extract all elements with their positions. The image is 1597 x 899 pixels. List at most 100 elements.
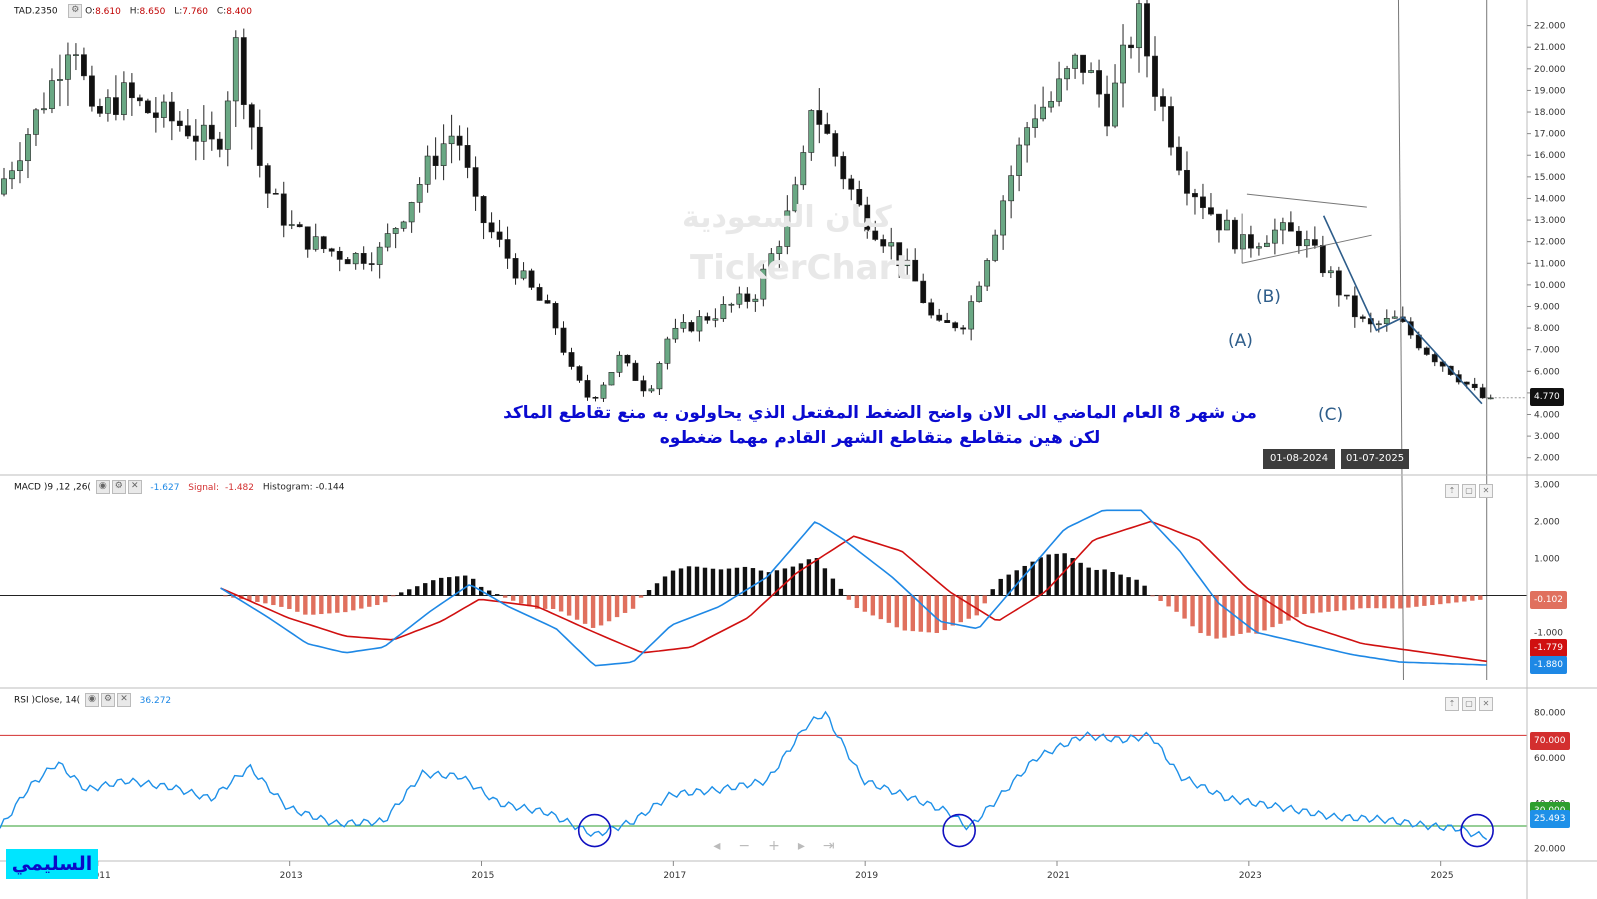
macd-histogram-bar — [790, 566, 796, 596]
move-up-icon[interactable]: ⇡ — [1445, 697, 1459, 711]
open-value: 8.610 — [95, 6, 121, 17]
macd-histogram-bar — [399, 592, 404, 596]
candle-body — [1016, 144, 1023, 176]
macd-histogram-bar — [646, 590, 652, 596]
candle-body — [168, 101, 175, 122]
close-icon[interactable]: ✕ — [127, 480, 142, 494]
eye-icon[interactable]: ◉ — [95, 480, 110, 494]
candle-body — [320, 236, 327, 250]
candlestick-series — [1, 0, 1494, 402]
macd-histogram-bar — [1062, 553, 1067, 596]
x-tick-label: 2025 — [1431, 871, 1454, 881]
macd-histogram-bar — [830, 578, 836, 596]
candle-body — [1240, 234, 1246, 250]
zoom-in-icon[interactable]: + — [768, 838, 798, 854]
macd-histogram-bar — [1230, 595, 1235, 636]
macd-histogram-bar — [1478, 595, 1483, 600]
candle-body — [632, 362, 639, 381]
macd-histogram-bar — [486, 590, 492, 596]
close-pane-icon[interactable]: ✕ — [1479, 697, 1493, 711]
macd-hist-badge: -0.102 — [1530, 591, 1568, 609]
macd-histogram-bar — [1246, 595, 1251, 633]
candle-body — [424, 155, 431, 185]
nav-end-icon[interactable]: ⇥ — [822, 838, 853, 854]
candle-body — [1176, 146, 1182, 171]
candle-body — [1311, 239, 1318, 246]
candle-body — [176, 120, 183, 126]
y-tick-label: 9.000 — [1534, 302, 1560, 312]
low-label: L: — [174, 6, 183, 17]
candle-body — [608, 372, 615, 386]
macd-histogram-bar — [926, 595, 931, 633]
candle-body — [408, 202, 415, 223]
macd-tick-label: -1.000 — [1534, 628, 1563, 638]
candle-body — [41, 108, 47, 111]
nav-left-icon[interactable]: ◂ — [713, 838, 739, 854]
candle-body — [760, 268, 767, 300]
candle-body — [1487, 397, 1494, 400]
macd-histogram-bar — [1414, 595, 1419, 607]
candle-body — [128, 82, 135, 99]
y-tick-label: 13.000 — [1534, 216, 1566, 226]
candle-body — [1200, 196, 1206, 208]
move-up-icon[interactable]: ⇡ — [1445, 484, 1459, 498]
macd-histogram-bar — [1318, 595, 1323, 613]
macd-histogram-bar — [1166, 595, 1171, 607]
candle-body — [1, 178, 7, 195]
candle-body — [280, 193, 287, 226]
macd-histogram-bar — [1310, 595, 1315, 614]
zoom-out-icon[interactable]: − — [738, 838, 769, 854]
candle-body — [120, 82, 127, 115]
macd-histogram-bar — [1374, 595, 1379, 609]
macd-histogram-bar — [526, 595, 532, 607]
candle-body — [57, 79, 63, 81]
candle-body — [496, 231, 503, 240]
macd-histogram-bar — [686, 566, 692, 596]
candle-body — [1064, 68, 1070, 80]
candle-body — [504, 239, 511, 259]
macd-histogram-bar — [502, 595, 508, 598]
macd-line — [220, 509, 1487, 667]
maximize-icon[interactable]: ▢ — [1462, 484, 1476, 498]
nav-right-icon[interactable]: ▸ — [797, 838, 823, 854]
macd-histogram-bar — [423, 583, 428, 596]
settings-icon[interactable]: ⚙ — [68, 4, 83, 18]
close-icon[interactable]: ✕ — [117, 693, 132, 707]
macd-histogram-bar — [878, 595, 884, 620]
macd-histogram-bar — [1046, 554, 1051, 596]
candle-body — [1303, 239, 1310, 247]
close-pane-icon[interactable]: ✕ — [1479, 484, 1493, 498]
candle-body — [368, 263, 375, 265]
candle-body — [744, 293, 751, 302]
macd-histogram-bar — [1342, 595, 1347, 611]
watermark-arabic: كيان السعودية — [682, 200, 892, 235]
macd-histogram-bar — [319, 595, 324, 615]
wave-label-c: (C) — [1318, 405, 1344, 425]
macd-histogram-bar — [982, 595, 987, 604]
macd-histogram-bar — [343, 595, 348, 613]
gear-icon[interactable]: ⚙ — [111, 480, 126, 494]
macd-header: MACD )9 ,12 ,26( ◉ ⚙ ✕ -1.627 Signal: -1.48… — [14, 480, 345, 494]
rsi-current-badge: 25.493 — [1530, 810, 1570, 828]
candle-body — [752, 298, 759, 302]
y-tick-label: 11.000 — [1534, 259, 1566, 269]
histogram-value: -0.144 — [315, 482, 345, 493]
macd-histogram-bar — [1190, 595, 1195, 627]
macd-histogram-bar — [1038, 557, 1043, 596]
macd-histogram-bar — [1086, 567, 1091, 596]
candle-body — [480, 196, 487, 224]
candle-body — [1423, 347, 1430, 355]
candle-body — [65, 54, 71, 80]
candle-body — [904, 259, 911, 267]
gear-icon[interactable]: ⚙ — [101, 693, 116, 707]
maximize-icon[interactable]: ▢ — [1462, 697, 1476, 711]
y-tick-label: 20.000 — [1534, 65, 1566, 75]
macd-histogram-bar — [1102, 569, 1107, 596]
macd-histogram-bar — [1270, 595, 1275, 628]
macd-histogram-bar — [950, 595, 955, 626]
rsi-upper-badge: 70.000 — [1530, 732, 1570, 750]
macd-histogram-bar — [1430, 595, 1435, 606]
last-price-badge: 4.770 — [1530, 388, 1564, 406]
eye-icon[interactable]: ◉ — [85, 693, 100, 707]
candle-body — [432, 155, 439, 166]
